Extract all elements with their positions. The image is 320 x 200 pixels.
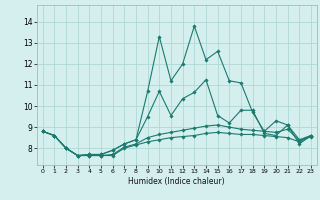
X-axis label: Humidex (Indice chaleur): Humidex (Indice chaleur) xyxy=(129,177,225,186)
